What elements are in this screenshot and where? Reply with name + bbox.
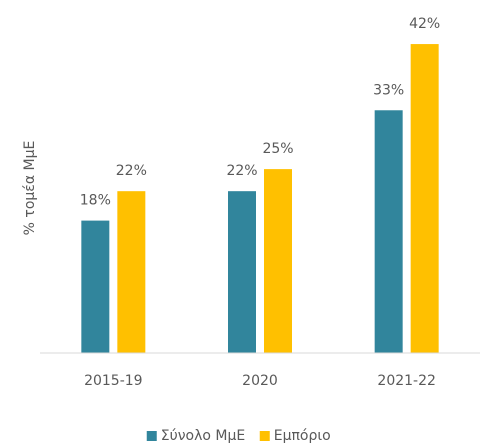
legend-label: Εμπόριο xyxy=(274,428,331,444)
value-label: 18% xyxy=(80,193,111,209)
value-label: 22% xyxy=(226,163,257,179)
bar xyxy=(410,44,439,354)
value-label: 42% xyxy=(409,16,440,32)
x-tick-label: 2020 xyxy=(242,373,278,389)
bar xyxy=(374,110,403,354)
legend-swatch xyxy=(146,431,157,441)
y-axis-label: % τομέα ΜμΕ xyxy=(22,141,38,236)
value-label: 25% xyxy=(262,141,293,157)
x-tick-label: 2015-19 xyxy=(84,373,143,389)
bar xyxy=(228,191,256,353)
bar xyxy=(264,169,292,353)
legend-swatch xyxy=(259,431,270,441)
x-tick-label: 2021-22 xyxy=(377,373,436,389)
value-label: 22% xyxy=(116,163,147,179)
legend-label: Σύνολο ΜμΕ xyxy=(161,428,245,444)
bar xyxy=(81,220,110,353)
bar xyxy=(117,191,146,353)
value-label: 33% xyxy=(373,82,404,98)
